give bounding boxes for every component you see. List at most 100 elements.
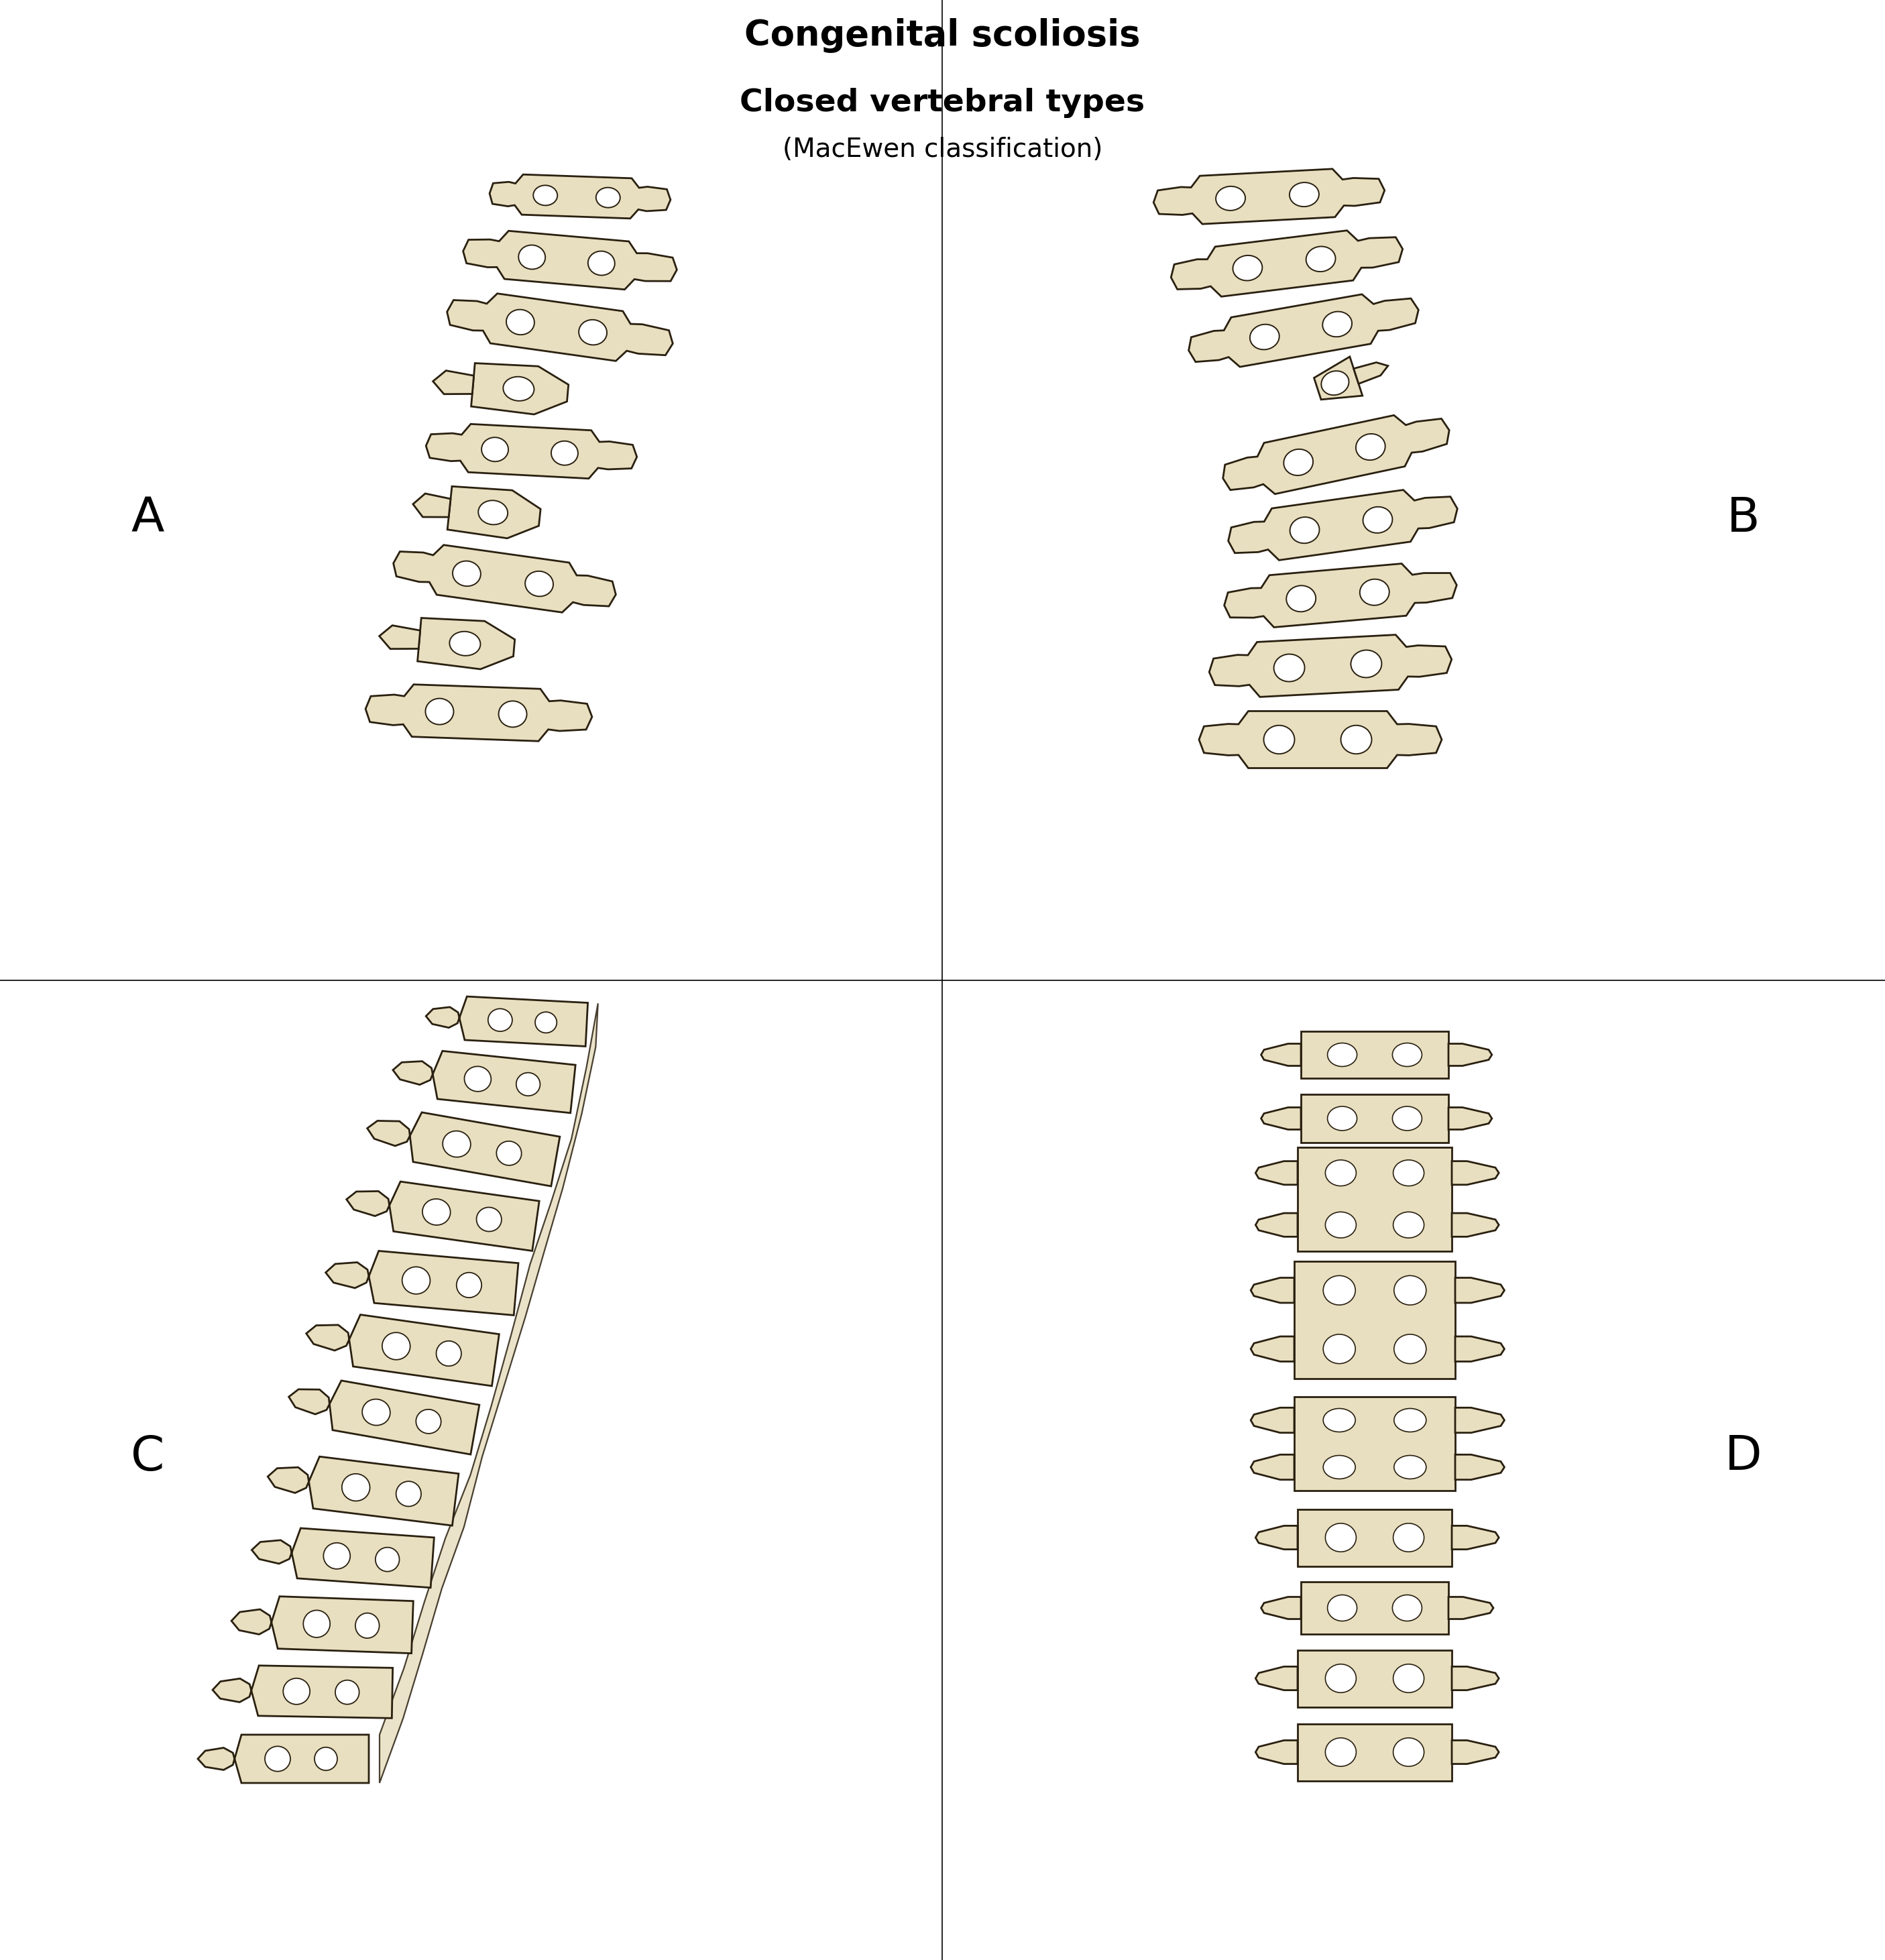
Polygon shape [326, 1250, 518, 1315]
Ellipse shape [1250, 323, 1280, 349]
Ellipse shape [1395, 1276, 1427, 1305]
Polygon shape [379, 1004, 598, 1784]
Ellipse shape [1325, 1211, 1355, 1239]
Ellipse shape [1306, 247, 1335, 272]
Ellipse shape [1289, 182, 1320, 206]
Polygon shape [305, 1315, 500, 1386]
Polygon shape [232, 1595, 413, 1654]
Ellipse shape [1393, 1523, 1423, 1552]
Ellipse shape [356, 1613, 379, 1639]
Text: (MacEwen classification): (MacEwen classification) [782, 137, 1103, 163]
Polygon shape [1455, 1278, 1504, 1303]
Ellipse shape [1323, 312, 1352, 337]
Text: A: A [130, 496, 164, 541]
Polygon shape [471, 363, 569, 414]
Ellipse shape [456, 1272, 481, 1298]
Ellipse shape [1323, 1409, 1355, 1433]
Ellipse shape [303, 1611, 330, 1637]
Ellipse shape [266, 1746, 290, 1772]
Ellipse shape [1323, 1335, 1355, 1364]
Polygon shape [1451, 1160, 1499, 1184]
Polygon shape [434, 370, 473, 394]
Text: D: D [1725, 1435, 1762, 1480]
Ellipse shape [1393, 1595, 1421, 1621]
Ellipse shape [422, 1200, 451, 1225]
Polygon shape [417, 617, 515, 668]
Text: Closed vertebral types: Closed vertebral types [741, 88, 1144, 118]
Polygon shape [1255, 1525, 1297, 1548]
Ellipse shape [1323, 1456, 1355, 1480]
Ellipse shape [452, 561, 481, 586]
Ellipse shape [383, 1333, 411, 1360]
Ellipse shape [1263, 725, 1295, 755]
Ellipse shape [435, 1341, 462, 1366]
Ellipse shape [1395, 1335, 1427, 1364]
Ellipse shape [336, 1680, 360, 1705]
Polygon shape [368, 1113, 560, 1186]
Polygon shape [1297, 1650, 1451, 1707]
Ellipse shape [1325, 1739, 1355, 1766]
Ellipse shape [375, 1546, 400, 1572]
Text: Congenital scoliosis: Congenital scoliosis [745, 18, 1140, 53]
Ellipse shape [550, 441, 579, 465]
Text: C: C [130, 1435, 164, 1480]
Polygon shape [1154, 169, 1385, 223]
Ellipse shape [1393, 1105, 1421, 1131]
Ellipse shape [1327, 1595, 1357, 1621]
Ellipse shape [1327, 1105, 1357, 1131]
Ellipse shape [464, 1066, 492, 1092]
Ellipse shape [503, 376, 533, 402]
Ellipse shape [1393, 1739, 1423, 1766]
Ellipse shape [1286, 586, 1316, 612]
Ellipse shape [402, 1266, 430, 1294]
Polygon shape [447, 294, 673, 361]
Ellipse shape [1393, 1664, 1423, 1693]
Polygon shape [1261, 1597, 1301, 1619]
Polygon shape [1455, 1337, 1504, 1362]
Ellipse shape [1284, 449, 1314, 476]
Polygon shape [1448, 1045, 1491, 1066]
Polygon shape [347, 1182, 539, 1250]
Polygon shape [1314, 357, 1363, 400]
Polygon shape [413, 494, 451, 517]
Ellipse shape [1289, 517, 1320, 543]
Ellipse shape [535, 1011, 556, 1033]
Polygon shape [490, 174, 671, 218]
Polygon shape [464, 231, 677, 290]
Polygon shape [379, 625, 420, 649]
Polygon shape [268, 1456, 458, 1525]
Ellipse shape [1393, 1211, 1423, 1239]
Polygon shape [253, 1529, 434, 1588]
Ellipse shape [1340, 725, 1372, 755]
Polygon shape [1199, 711, 1442, 768]
Ellipse shape [579, 319, 607, 345]
Polygon shape [1451, 1666, 1499, 1690]
Ellipse shape [1327, 1043, 1357, 1066]
Ellipse shape [1363, 508, 1393, 533]
Polygon shape [1451, 1525, 1499, 1548]
Ellipse shape [1395, 1409, 1427, 1433]
Ellipse shape [488, 1009, 513, 1031]
Polygon shape [394, 545, 616, 612]
Polygon shape [1455, 1454, 1504, 1480]
Ellipse shape [1233, 255, 1263, 280]
Polygon shape [1301, 1031, 1448, 1078]
Polygon shape [1255, 1740, 1297, 1764]
Polygon shape [447, 486, 541, 539]
Ellipse shape [477, 1207, 501, 1231]
Polygon shape [1261, 1107, 1301, 1129]
Polygon shape [426, 996, 588, 1047]
Polygon shape [1297, 1509, 1451, 1566]
Polygon shape [1455, 1407, 1504, 1433]
Ellipse shape [1325, 1523, 1355, 1552]
Ellipse shape [283, 1678, 309, 1705]
Ellipse shape [449, 631, 481, 657]
Polygon shape [1297, 1723, 1451, 1780]
Ellipse shape [1325, 1160, 1355, 1186]
Ellipse shape [1359, 578, 1389, 606]
Ellipse shape [1216, 186, 1246, 210]
Ellipse shape [588, 251, 615, 274]
Ellipse shape [533, 186, 558, 206]
Polygon shape [1451, 1740, 1499, 1764]
Ellipse shape [516, 1072, 541, 1096]
